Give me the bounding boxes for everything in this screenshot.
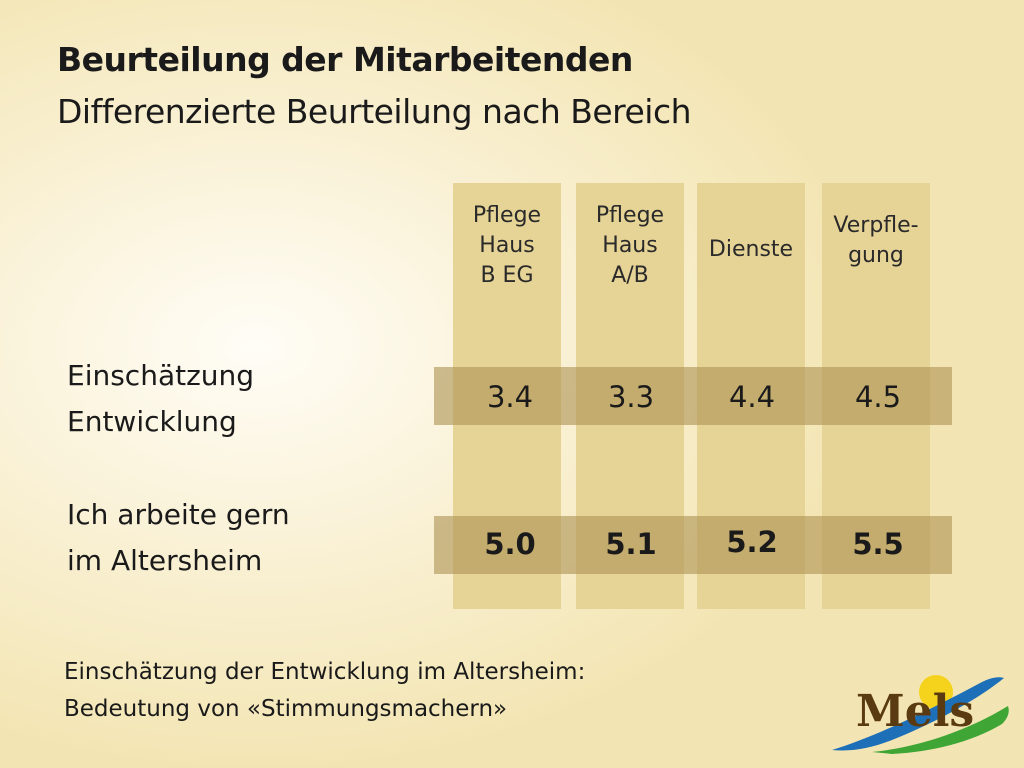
column-header-dienste: Dienste (708, 237, 794, 262)
row-band-entwicklung (434, 367, 952, 425)
page-title: Beurteilung der Mitarbeitenden (57, 40, 633, 79)
value-entwicklung-verpflegung: 4.5 (854, 380, 902, 414)
column-header-verpflegung: Verpfle- gung (833, 213, 919, 268)
mels-logo-icon: Mels (832, 675, 1009, 754)
column-header-pflege-haus-a-b: Pflege Haus A/B (595, 203, 665, 288)
value-arbeite-gern-dienste: 5.2 (726, 525, 778, 559)
value-entwicklung-pflege-a-b: 3.3 (607, 380, 655, 414)
column-header-pflege-haus-b-eg: Pflege Haus B EG (472, 203, 542, 288)
row-label-arbeite-gern: Ich arbeite gern im Altersheim (67, 498, 290, 577)
page-subtitle: Differenzierte Beurteilung nach Bereich (57, 92, 692, 131)
row-band-arbeite-gern (434, 516, 952, 574)
logo-text: Mels (856, 686, 974, 737)
value-arbeite-gern-verpflegung: 5.5 (852, 527, 904, 561)
row-label-entwicklung: Einschätzung Entwicklung (67, 359, 255, 438)
footer-note: Einschätzung der Entwicklung im Altershe… (64, 659, 586, 722)
value-entwicklung-dienste: 4.4 (728, 380, 776, 414)
value-arbeite-gern-pflege-b-eg: 5.0 (484, 527, 536, 561)
value-arbeite-gern-pflege-a-b: 5.1 (605, 527, 657, 561)
value-entwicklung-pflege-b-eg: 3.4 (486, 380, 534, 414)
